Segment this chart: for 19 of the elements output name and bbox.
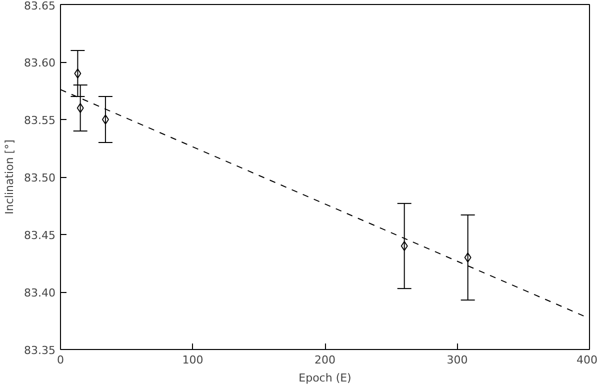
x-tick-label: 0: [57, 354, 64, 366]
x-axis-title: Epoch (E): [298, 372, 352, 384]
point: [400, 241, 408, 251]
y-tick-label: 83.60: [24, 56, 56, 70]
y-tick-label: 83.65: [24, 0, 56, 12]
y-axis-title: Inclination [°]: [3, 140, 16, 214]
y-tick-label: 83.35: [24, 344, 56, 357]
point: [464, 252, 472, 262]
y-tick-label: 83.55: [24, 114, 56, 127]
point: [102, 114, 109, 124]
point: [74, 68, 82, 78]
y-tick-label: 83.45: [24, 229, 56, 242]
x-tick-label: 300: [446, 354, 468, 366]
x-tick-label: 200: [314, 354, 336, 366]
x-tick-label: 400: [576, 354, 597, 366]
y-tick-label: 83.50: [24, 172, 56, 184]
y-tick-label: 83.40: [24, 286, 56, 300]
x-tick-label: 100: [182, 354, 204, 366]
point: [76, 103, 84, 113]
